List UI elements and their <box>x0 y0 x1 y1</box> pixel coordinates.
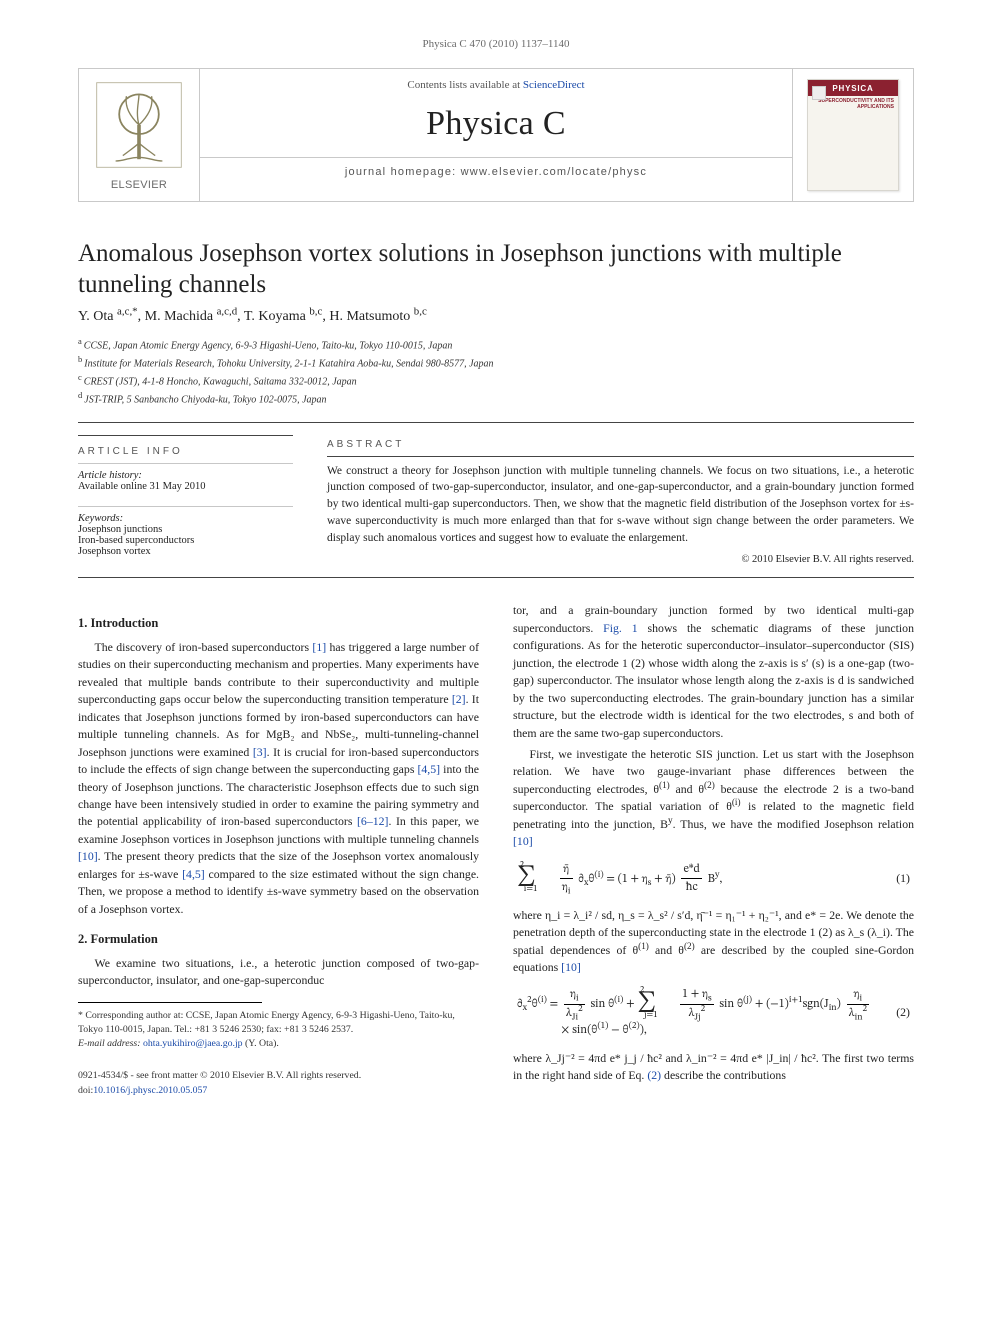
formulation-paragraph-2: tor, and a grain-boundary junction forme… <box>513 602 914 742</box>
citation-link[interactable]: [10] <box>561 960 581 974</box>
masthead: ELSEVIER Contents lists available at Sci… <box>78 68 914 202</box>
equation-1: ∑i=12 η̄ ηi ∂xθ(i) = (1 + ηs + η̄) e*d ħ… <box>517 861 910 897</box>
citation-link[interactable]: [1] <box>312 640 326 654</box>
info-abstract-block: ARTICLE INFO Article history: Available … <box>78 422 914 603</box>
keywords-block: Keywords: Josephson junctions Iron-based… <box>78 506 293 557</box>
text-run: shows the schematic diagrams of these ju… <box>513 621 914 740</box>
text-run: and θ <box>649 943 684 957</box>
post-eq1-paragraph: where η_i = λ_i² / sd, η_s = λ_s² / s′d,… <box>513 907 914 977</box>
corresponding-author-footnote: * Corresponding author at: CCSE, Japan A… <box>78 1009 479 1052</box>
journal-homepage: journal homepage: www.elsevier.com/locat… <box>200 157 792 186</box>
equation-2-number: (2) <box>882 1004 910 1021</box>
text-run: describe the contributions <box>661 1068 786 1082</box>
article-history: Article history: Available online 31 May… <box>78 463 293 492</box>
corresponding-author-text: * Corresponding author at: CCSE, Japan A… <box>78 1009 479 1037</box>
email-label: E-mail address: <box>78 1038 143 1049</box>
publisher-label: ELSEVIER <box>94 179 184 191</box>
running-head: Physica C 470 (2010) 1137–1140 <box>78 38 914 50</box>
page: Physica C 470 (2010) 1137–1140 ELSEVIER <box>0 0 992 1147</box>
abstract-heading: ABSTRACT <box>327 439 914 450</box>
post-eq2-paragraph: where λ_Jj⁻² = 4πd e* j_j / ħc² and λ_in… <box>513 1050 914 1085</box>
affiliation: dJST-TRIP, 5 Sanbancho Chiyoda-ku, Tokyo… <box>78 389 914 407</box>
keyword: Josephson vortex <box>78 546 151 557</box>
publisher-logo-cell: ELSEVIER <box>79 69 199 201</box>
article-history-label: Article history: <box>78 470 142 481</box>
text-run: The discovery of iron-based superconduct… <box>95 640 313 654</box>
info-block-rule <box>78 577 914 578</box>
section-heading-formulation: 2. Formulation <box>78 930 479 949</box>
article-title: Anomalous Josephson vortex solutions in … <box>78 238 914 301</box>
email-suffix: (Y. Ota). <box>243 1038 279 1049</box>
journal-cover-icon: PHYSICA SUPERCONDUCTIVITY AND ITS APPLIC… <box>807 79 899 191</box>
affiliation: aCCSE, Japan Atomic Energy Agency, 6-9-3… <box>78 335 914 353</box>
citation-link[interactable]: [4,5] <box>182 867 205 881</box>
contents-line: Contents lists available at ScienceDirec… <box>200 69 792 95</box>
citation-link[interactable]: [10] <box>78 849 98 863</box>
abstract-text: We construct a theory for Josephson junc… <box>327 456 914 568</box>
affiliation: cCREST (JST), 4-1-8 Honcho, Kawaguchi, S… <box>78 371 914 389</box>
footnote-separator <box>78 1002 262 1003</box>
citation-link[interactable]: [10] <box>513 834 533 848</box>
text-run: and θ <box>670 782 704 796</box>
journal-cover-cell: PHYSICA SUPERCONDUCTIVITY AND ITS APPLIC… <box>793 69 913 201</box>
affiliation: bInstitute for Materials Research, Tohok… <box>78 353 914 371</box>
sciencedirect-link[interactable]: ScienceDirect <box>523 79 585 91</box>
section-heading-introduction: 1. Introduction <box>78 614 479 633</box>
keyword: Josephson junctions <box>78 524 162 535</box>
masthead-center: Contents lists available at ScienceDirec… <box>199 69 793 201</box>
elsevier-tree-icon <box>94 80 184 175</box>
abstract-column: ABSTRACT We construct a theory for Josep… <box>327 429 914 568</box>
equation-1-number: (1) <box>882 870 910 887</box>
citation-link[interactable]: [3] <box>253 745 267 759</box>
figure-link[interactable]: Fig. 1 <box>603 621 637 635</box>
issn-line: 0921-4534/$ - see front matter © 2010 El… <box>78 1069 479 1084</box>
article-history-value: Available online 31 May 2010 <box>78 481 206 492</box>
contents-line-prefix: Contents lists available at <box>407 79 522 91</box>
doi-line: doi:10.1016/j.physc.2010.05.057 <box>78 1084 479 1099</box>
authors: Y. Ota a,c,*, M. Machida a,c,d, T. Koyam… <box>78 309 914 325</box>
text-run: . Thus, we have the modified Josephson r… <box>673 817 914 831</box>
left-column-footer: * Corresponding author at: CCSE, Japan A… <box>78 1002 479 1099</box>
abstract-body: We construct a theory for Josephson junc… <box>327 465 914 544</box>
author-email-link[interactable]: ohta.yukihiro@jaea.go.jp <box>143 1038 243 1049</box>
equation-2: ∂x2θ(i) = ηi λJi2 sin θ(i) + ∑j=12 1 + η… <box>517 986 910 1039</box>
doi-link[interactable]: 10.1016/j.physc.2010.05.057 <box>93 1085 207 1096</box>
affiliations: aCCSE, Japan Atomic Energy Agency, 6-9-3… <box>78 335 914 408</box>
email-line: E-mail address: ohta.yukihiro@jaea.go.jp… <box>78 1037 479 1051</box>
keyword: Iron-based superconductors <box>78 535 194 546</box>
abstract-copyright: © 2010 Elsevier B.V. All rights reserved… <box>327 552 914 567</box>
keywords-label: Keywords: <box>78 513 293 524</box>
text-run: We examine two situations, i.e., a heter… <box>78 956 479 987</box>
equation-2-math: ∂x2θ(i) = ηi λJi2 sin θ(i) + ∑j=12 1 + η… <box>517 986 882 1039</box>
formulation-paragraph-lead: We examine two situations, i.e., a heter… <box>78 955 479 990</box>
article-body: 1. Introduction The discovery of iron-ba… <box>78 602 914 1098</box>
journal-name: Physica C <box>200 95 792 157</box>
citation-link[interactable]: [4,5] <box>417 762 440 776</box>
doi-label: doi: <box>78 1085 93 1096</box>
article-info-heading: ARTICLE INFO <box>78 446 293 457</box>
equation-link[interactable]: (2) <box>647 1068 661 1082</box>
formulation-paragraph-3: First, we investigate the heterotic SIS … <box>513 746 914 851</box>
citation-link[interactable]: [2] <box>452 692 466 706</box>
article-info-column: ARTICLE INFO Article history: Available … <box>78 435 293 568</box>
page-footer: 0921-4534/$ - see front matter © 2010 El… <box>78 1069 479 1098</box>
citation-link[interactable]: [6–12] <box>357 814 388 828</box>
intro-paragraph: The discovery of iron-based superconduct… <box>78 639 479 918</box>
equation-1-math: ∑i=12 η̄ ηi ∂xθ(i) = (1 + ηs + η̄) e*d ħ… <box>517 861 882 897</box>
